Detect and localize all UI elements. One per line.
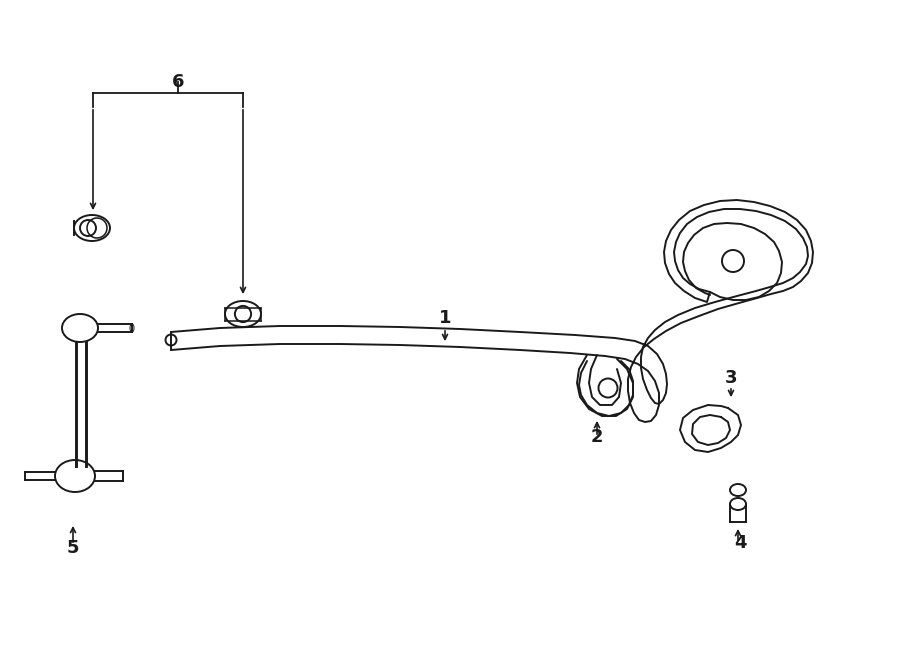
Text: 4: 4 (734, 534, 746, 552)
Text: 3: 3 (724, 369, 737, 387)
Text: 2: 2 (590, 428, 603, 446)
Text: 5: 5 (67, 539, 79, 557)
Text: 1: 1 (439, 309, 451, 327)
Text: 6: 6 (172, 73, 184, 91)
